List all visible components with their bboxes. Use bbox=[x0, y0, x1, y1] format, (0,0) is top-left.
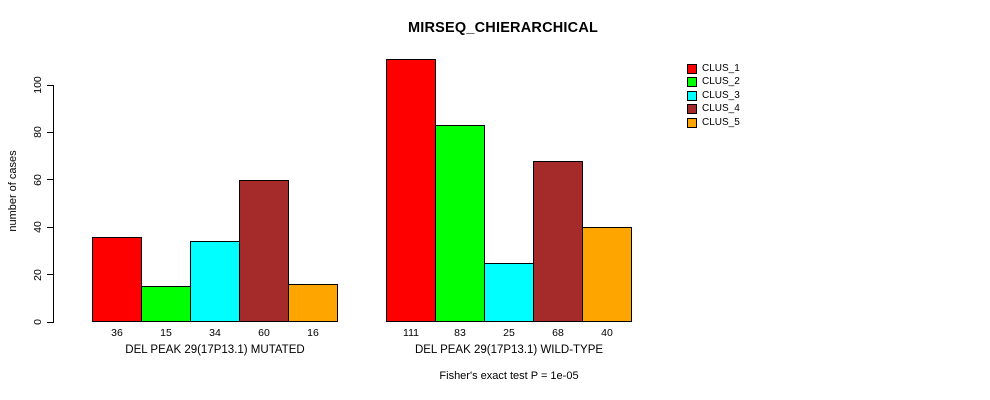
legend-color-swatch bbox=[687, 117, 697, 128]
legend-label: CLUS_4 bbox=[702, 103, 740, 115]
stat-annotation: Fisher's exact test P = 1e-05 bbox=[439, 370, 579, 382]
bar-clus_2-group2 bbox=[435, 125, 485, 322]
y-tick bbox=[47, 84, 53, 86]
legend-entry-clus_4: CLUS_4 bbox=[687, 103, 740, 117]
bar-clus_3-group2 bbox=[484, 263, 534, 322]
bar-value-label: 83 bbox=[454, 327, 466, 339]
bar-value-label: 16 bbox=[307, 327, 319, 339]
bar-value-label: 68 bbox=[552, 327, 564, 339]
legend-label: CLUS_1 bbox=[702, 62, 740, 74]
bar-clus_5-group2 bbox=[582, 227, 632, 322]
legend-entry-clus_3: CLUS_3 bbox=[687, 89, 740, 103]
chart-title: MIRSEQ_CHIERARCHICAL bbox=[407, 20, 599, 36]
y-axis-line bbox=[53, 85, 54, 323]
bar-clus_4-group1 bbox=[239, 180, 289, 322]
y-tick-label: 0 bbox=[32, 319, 44, 325]
y-tick bbox=[47, 321, 53, 323]
legend-color-swatch bbox=[687, 104, 697, 115]
bar-value-label: 111 bbox=[403, 327, 419, 339]
legend-entry-clus_2: CLUS_2 bbox=[687, 76, 740, 90]
legend-entry-clus_5: CLUS_5 bbox=[687, 116, 740, 130]
bar-clus_4-group2 bbox=[533, 161, 583, 322]
y-tick bbox=[47, 179, 53, 181]
legend-entry-clus_1: CLUS_1 bbox=[687, 62, 740, 76]
legend-color-swatch bbox=[687, 77, 697, 88]
y-tick-label: 20 bbox=[32, 268, 44, 281]
y-tick bbox=[47, 131, 53, 133]
y-tick-label: 80 bbox=[32, 126, 44, 139]
bar-value-label: 15 bbox=[160, 327, 172, 339]
legend-label: CLUS_3 bbox=[702, 89, 740, 101]
y-tick bbox=[47, 274, 53, 276]
x-group-label: DEL PEAK 29(17P13.1) MUTATED bbox=[125, 344, 305, 356]
bar-clus_5-group1 bbox=[288, 284, 338, 322]
y-tick-label: 40 bbox=[32, 221, 44, 234]
legend-label: CLUS_5 bbox=[702, 116, 740, 128]
bar-value-label: 25 bbox=[503, 327, 515, 339]
y-tick bbox=[47, 226, 53, 228]
bar-clus_3-group1 bbox=[190, 241, 240, 322]
legend-color-swatch bbox=[687, 90, 697, 101]
bar-clus_1-group1 bbox=[92, 237, 142, 322]
legend: CLUS_1 CLUS_2 CLUS_3 CLUS_4 CLUS_5 bbox=[687, 62, 740, 130]
legend-label: CLUS_2 bbox=[702, 76, 740, 88]
bar-value-label: 36 bbox=[111, 327, 123, 339]
legend-color-swatch bbox=[687, 63, 697, 74]
x-group-label: DEL PEAK 29(17P13.1) WILD-TYPE bbox=[414, 344, 604, 356]
bar-value-label: 40 bbox=[601, 327, 613, 339]
bar-clus_2-group1 bbox=[141, 286, 191, 322]
bar-value-label: 60 bbox=[258, 327, 270, 339]
y-tick-label: 100 bbox=[32, 76, 44, 94]
y-axis-title: number of cases bbox=[7, 150, 19, 232]
y-tick-label: 60 bbox=[32, 173, 44, 186]
bar-clus_1-group2 bbox=[386, 59, 436, 322]
bar-value-label: 34 bbox=[209, 327, 221, 339]
